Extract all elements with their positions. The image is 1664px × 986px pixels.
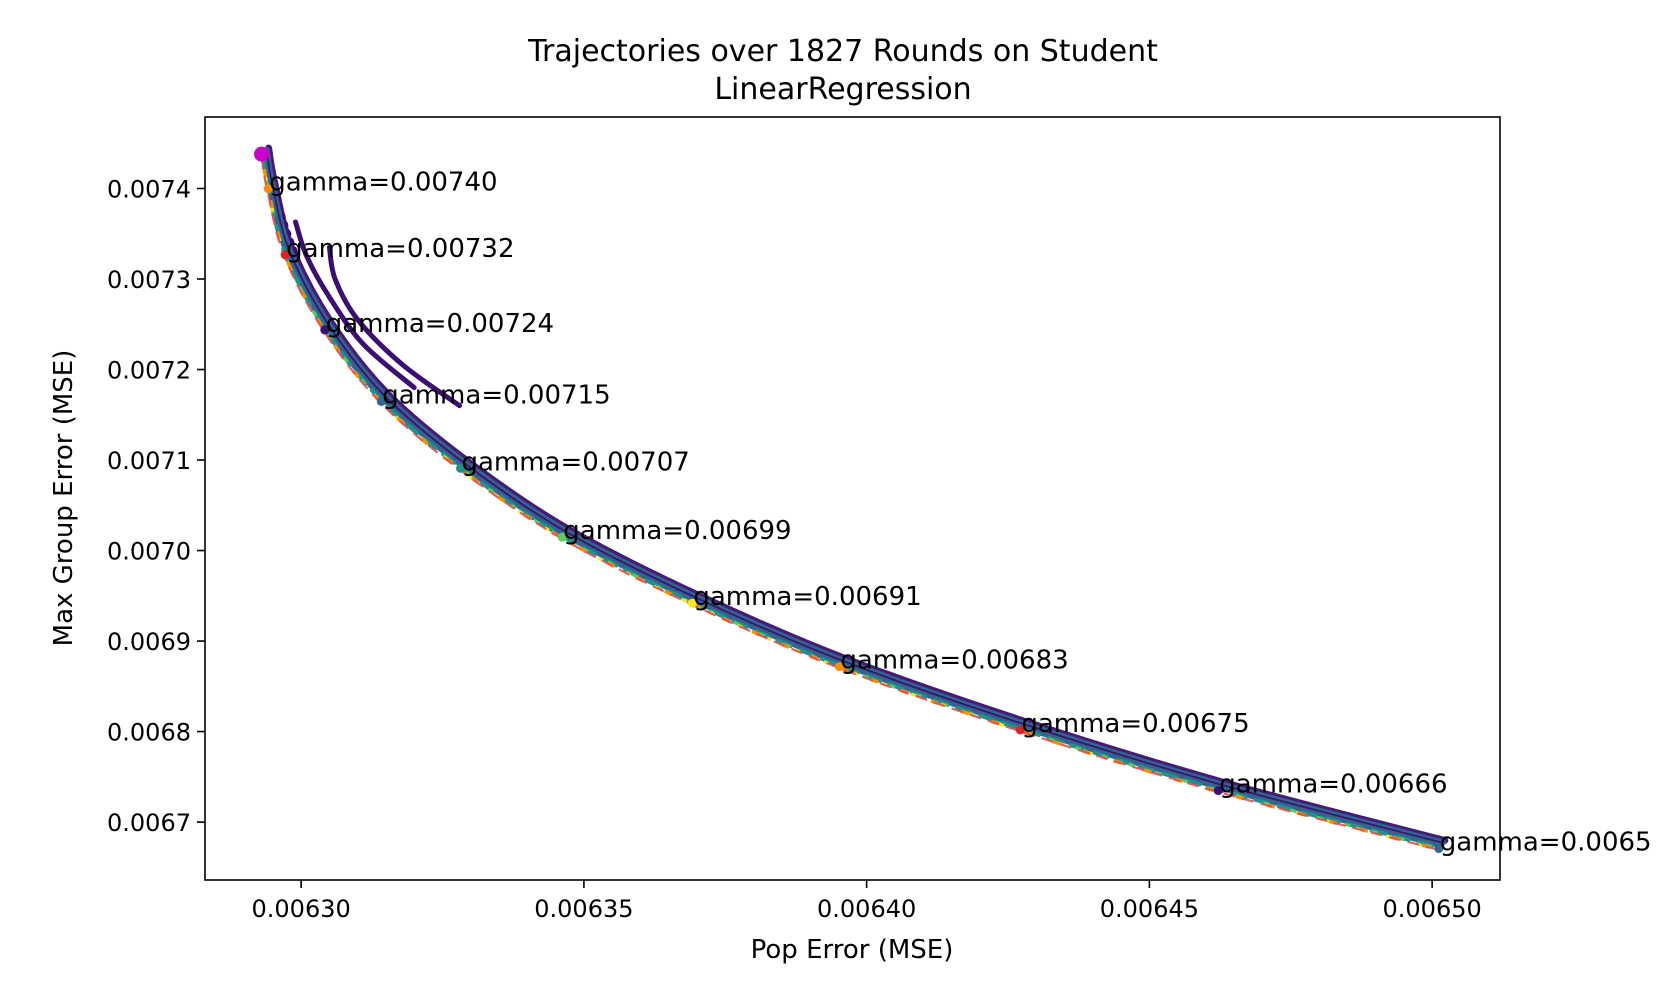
gamma-annotation: gamma=0.0065 xyxy=(1440,828,1652,858)
plot-area xyxy=(254,144,1449,854)
start-point-marker xyxy=(254,146,270,162)
y-tick-label: 0.0073 xyxy=(107,266,191,294)
x-axis: 0.00630 0.00635 0.00640 0.00645 0.00650 xyxy=(252,880,1482,923)
gamma-annotation: gamma=0.00683 xyxy=(840,646,1068,676)
plot-frame xyxy=(204,116,1501,881)
side-trajectory-2 xyxy=(326,244,462,409)
x-tick-label: 0.00630 xyxy=(252,895,351,923)
x-tick-label: 0.00635 xyxy=(534,895,633,923)
gamma-annotation: gamma=0.00724 xyxy=(326,309,554,339)
y-tick-label: 0.0067 xyxy=(107,809,191,837)
y-tick-label: 0.0069 xyxy=(107,628,191,656)
trajectory-green xyxy=(261,155,1440,850)
gamma-annotation: gamma=0.00707 xyxy=(461,447,689,477)
gamma-annotation: gamma=0.00732 xyxy=(286,234,514,264)
pareto-frontier-line xyxy=(260,156,1439,851)
frontier-point xyxy=(455,463,465,473)
frontier-point xyxy=(263,184,273,194)
gamma-annotation: gamma=0.00740 xyxy=(269,168,497,198)
frontier-point xyxy=(280,250,290,260)
x-tick-label: 0.00650 xyxy=(1383,895,1482,923)
y-axis: 0.0067 0.0068 0.0069 0.0070 0.0071 0.0072 0.00… xyxy=(107,176,205,837)
frontier-point xyxy=(320,325,330,335)
gamma-annotations: gamma=0.00740 gamma=0.00732 gamma=0.00724 g… xyxy=(269,168,1651,858)
frontier-point xyxy=(687,598,697,608)
frontier-point xyxy=(376,396,386,406)
gamma-annotation: gamma=0.00666 xyxy=(1219,770,1447,800)
y-tick-label: 0.0068 xyxy=(107,719,191,747)
gamma-annotation: gamma=0.00715 xyxy=(382,380,610,410)
frontier-point xyxy=(557,532,567,542)
x-tick-label: 0.00640 xyxy=(817,895,916,923)
frontier-point xyxy=(1213,786,1223,796)
gamma-annotation: gamma=0.00699 xyxy=(563,516,791,546)
gamma-annotation: gamma=0.00691 xyxy=(693,582,921,612)
chart-title-line-2: LinearRegression xyxy=(714,72,971,107)
gamma-annotation: gamma=0.00675 xyxy=(1021,709,1249,739)
x-axis-label: Pop Error (MSE) xyxy=(751,935,954,965)
frontier-point xyxy=(834,662,844,672)
y-tick-label: 0.0074 xyxy=(107,176,191,204)
side-trajectory-1 xyxy=(293,219,417,391)
y-tick-label: 0.0072 xyxy=(107,357,191,385)
x-tick-label: 0.00645 xyxy=(1100,895,1199,923)
chart-title-line-1: Trajectories over 1827 Rounds on Student xyxy=(527,34,1158,69)
frontier-point xyxy=(1015,725,1025,735)
y-axis-label: Max Group Error (MSE) xyxy=(49,350,79,647)
frontier-point xyxy=(1434,844,1444,854)
y-tick-label: 0.0071 xyxy=(107,447,191,475)
y-tick-label: 0.0070 xyxy=(107,538,191,566)
